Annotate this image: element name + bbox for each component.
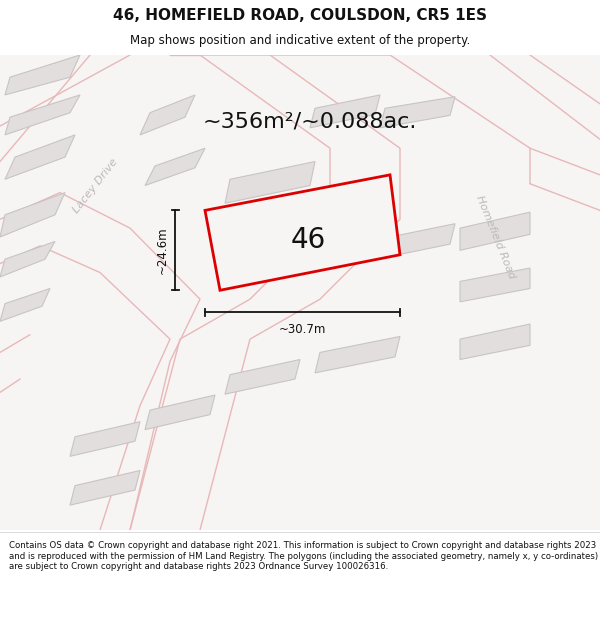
Polygon shape — [0, 192, 65, 237]
Polygon shape — [70, 422, 140, 456]
Polygon shape — [460, 212, 530, 251]
Text: ~356m²/~0.088ac.: ~356m²/~0.088ac. — [203, 112, 417, 132]
Text: Contains OS data © Crown copyright and database right 2021. This information is : Contains OS data © Crown copyright and d… — [9, 541, 598, 571]
Text: ~24.6m: ~24.6m — [156, 226, 169, 274]
Polygon shape — [5, 55, 80, 95]
Polygon shape — [205, 175, 400, 290]
Text: Homefield Road: Homefield Road — [473, 194, 517, 280]
Polygon shape — [305, 221, 395, 259]
Polygon shape — [460, 324, 530, 359]
Polygon shape — [225, 359, 300, 394]
Polygon shape — [145, 395, 215, 429]
Polygon shape — [5, 95, 80, 135]
Polygon shape — [0, 289, 50, 321]
Polygon shape — [460, 268, 530, 302]
Polygon shape — [315, 336, 400, 373]
Text: 46: 46 — [291, 226, 326, 254]
Polygon shape — [70, 471, 140, 505]
Text: 46, HOMEFIELD ROAD, COULSDON, CR5 1ES: 46, HOMEFIELD ROAD, COULSDON, CR5 1ES — [113, 8, 487, 23]
Text: Lacey Drive: Lacey Drive — [71, 156, 119, 214]
Polygon shape — [225, 161, 315, 203]
Polygon shape — [0, 241, 55, 277]
Text: Map shows position and indicative extent of the property.: Map shows position and indicative extent… — [130, 34, 470, 47]
Polygon shape — [5, 135, 75, 179]
Polygon shape — [380, 97, 455, 128]
Text: ~30.7m: ~30.7m — [279, 323, 326, 336]
Polygon shape — [140, 95, 195, 135]
Polygon shape — [310, 95, 380, 128]
Polygon shape — [145, 148, 205, 186]
Polygon shape — [230, 221, 310, 259]
Polygon shape — [385, 224, 455, 258]
